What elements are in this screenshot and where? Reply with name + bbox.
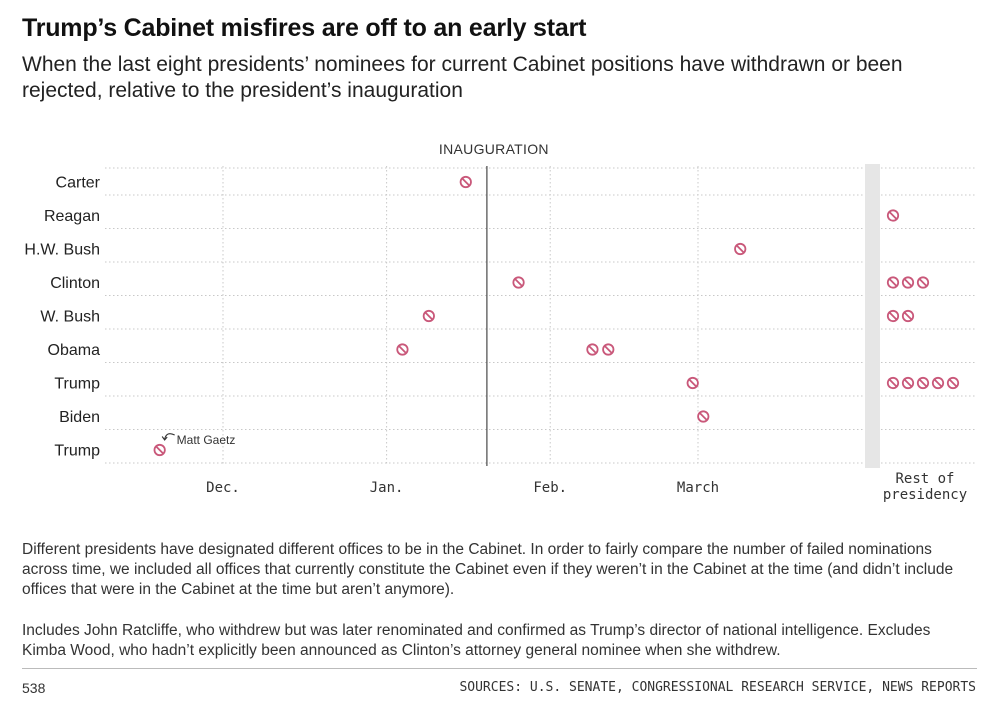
row-label: Clinton — [50, 275, 100, 292]
inclusion-note: Includes John Ratcliffe, who withdrew bu… — [22, 622, 931, 659]
withdrawal-marker — [901, 309, 915, 323]
annotation-arrow — [164, 433, 175, 440]
marker-ring — [153, 443, 166, 457]
marker-ring — [697, 410, 710, 423]
sources-label: SOURCES: U.S. SENATE, CONGRESSIONAL RESE… — [459, 680, 976, 695]
marker-ring — [886, 276, 900, 289]
x-tick-label: Dec. — [206, 480, 240, 496]
marker-slash — [918, 378, 928, 388]
marker-slash — [398, 345, 407, 354]
marker-slash — [735, 244, 745, 254]
chart-title: Trump’s Cabinet misfires are off to an e… — [22, 14, 587, 42]
marker-ring — [916, 276, 930, 289]
chart-plot: Carter Reagan H.W. Bush Clinton W. Bush Obama… — [24, 141, 975, 503]
marker-ring — [931, 376, 945, 390]
marker-slash — [424, 311, 434, 321]
row-label: H.W. Bush — [24, 242, 100, 259]
withdrawal-marker — [916, 376, 930, 390]
marker-ring — [734, 242, 747, 256]
withdrawal-marker — [459, 175, 472, 189]
methodology-note: Different presidents have designated dif… — [22, 541, 954, 598]
withdrawal-marker — [586, 343, 599, 356]
rest-of-presidency-label: presidency — [883, 487, 967, 503]
marker-slash — [155, 445, 164, 455]
withdrawal-marker — [886, 376, 900, 390]
inauguration-label: INAUGURATION — [439, 141, 549, 157]
marker-slash — [903, 278, 913, 287]
rest-of-presidency-label: Rest of — [895, 471, 954, 487]
withdrawal-marker — [886, 309, 900, 323]
withdrawal-marker — [153, 443, 166, 457]
marker-slash — [461, 177, 471, 187]
withdrawal-marker — [946, 376, 960, 390]
withdrawal-marker — [602, 343, 615, 356]
rest-of-presidency-band — [865, 164, 880, 468]
marker-ring — [602, 343, 615, 356]
x-tick-label: March — [677, 480, 719, 496]
marker-slash — [514, 278, 523, 287]
withdrawal-marker — [916, 276, 930, 289]
marker-slash — [604, 345, 613, 354]
marker-ring — [916, 376, 930, 390]
withdrawal-marker — [422, 309, 435, 323]
marker-ring — [396, 343, 409, 356]
withdrawal-marker — [931, 376, 945, 390]
marker-ring — [686, 376, 699, 390]
row-labels: Carter Reagan H.W. Bush Clinton W. Bush Obama… — [24, 175, 100, 460]
marker-ring — [946, 376, 960, 390]
annotation-label: Matt Gaetz — [177, 433, 236, 447]
marker-slash — [888, 311, 898, 321]
withdrawal-marker — [697, 410, 710, 423]
marker-slash — [888, 211, 898, 220]
marker-slash — [903, 311, 913, 321]
marker-slash — [688, 378, 697, 388]
row-label: Carter — [56, 175, 101, 192]
marker-ring — [459, 175, 472, 189]
withdrawal-marker — [396, 343, 409, 356]
x-tick-label: Feb. — [533, 480, 567, 496]
marker-ring — [886, 376, 900, 390]
marker-ring — [512, 276, 525, 289]
row-label: Trump — [54, 443, 100, 460]
row-label: Biden — [59, 409, 100, 426]
marker-ring — [901, 309, 915, 323]
annotations: Matt Gaetz — [161, 433, 236, 447]
marker-ring — [901, 276, 915, 289]
row-label: W. Bush — [40, 309, 100, 326]
rest-band-layer — [865, 164, 880, 468]
withdrawal-marker — [734, 242, 747, 256]
marker-slash — [588, 345, 597, 354]
withdrawal-marker — [886, 209, 900, 222]
withdrawal-marker — [901, 276, 915, 289]
marker-ring — [586, 343, 599, 356]
annotation-arrowhead — [161, 436, 168, 441]
footer-divider — [22, 668, 977, 669]
inauguration-reference: INAUGURATION — [439, 141, 549, 466]
brand-label: 538 — [22, 680, 46, 696]
marker-ring — [886, 209, 900, 222]
markers — [153, 175, 960, 457]
row-label: Reagan — [44, 208, 100, 225]
row-label: Trump — [54, 376, 100, 393]
marker-slash — [918, 278, 928, 287]
grid-layer — [105, 166, 975, 466]
x-tick-label: Jan. — [370, 480, 404, 496]
marker-ring — [422, 309, 435, 323]
row-label: Obama — [48, 342, 101, 359]
marker-ring — [886, 309, 900, 323]
withdrawal-marker — [512, 276, 525, 289]
marker-slash — [888, 278, 898, 287]
chart-subtitle: When the last eight presidents’ nominees… — [22, 53, 903, 102]
withdrawal-marker — [686, 376, 699, 390]
marker-slash — [903, 378, 913, 388]
withdrawal-marker — [886, 276, 900, 289]
marker-slash — [933, 378, 943, 388]
marker-slash — [888, 378, 898, 388]
marker-ring — [901, 376, 915, 390]
withdrawal-marker — [901, 376, 915, 390]
marker-slash — [699, 412, 708, 421]
marker-slash — [948, 378, 958, 388]
